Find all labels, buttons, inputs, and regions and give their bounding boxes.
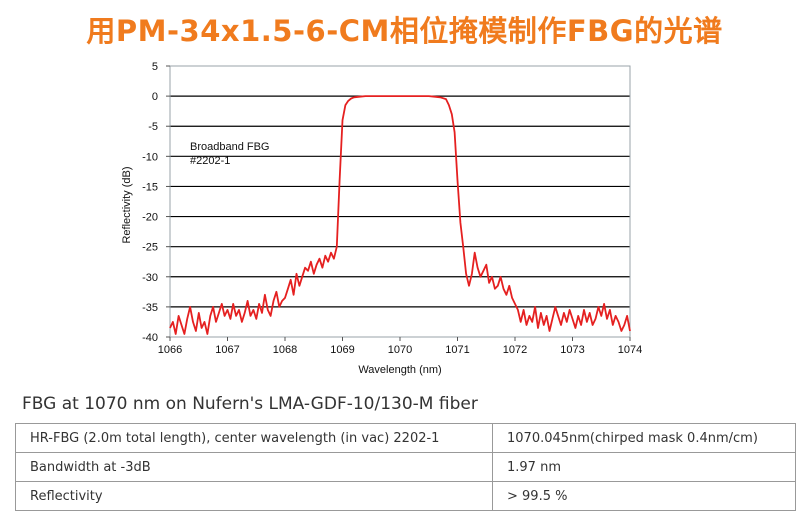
table-row: Bandwidth at -3dB 1.97 nm [15,452,796,482]
x-tick-label: 1074 [618,344,642,356]
y-tick-label: -30 [142,272,158,284]
series-layer [169,95,631,335]
annotation-line-2: #2202-1 [190,155,230,167]
table-cell: Reflectivity [15,481,493,511]
y-axis-label: Reflectivity (dB) [121,166,133,243]
x-tick-label: 1072 [503,344,527,356]
y-axis-ticks: 5 0 -5 -10 -15 -20 -25 -30 -35 -40 [142,61,170,344]
plot-frame [169,65,631,338]
y-tick-label: -15 [142,181,158,193]
y-tick-label: -10 [142,151,158,163]
spec-table: HR-FBG (2.0m total length), center wavel… [15,423,796,511]
y-tick-label: -5 [148,121,158,133]
y-tick-label: 5 [152,61,158,73]
x-axis-label: Wavelength (nm) [358,364,441,376]
page-title: 用PM-34x1.5-6-CM相位掩模制作FBG的光谱 [86,14,723,48]
table-cell: Bandwidth at -3dB [15,452,493,482]
x-axis-ticks: 1066 1067 1068 1069 1070 1071 1072 1073 1074 [158,337,642,356]
x-tick-label: 1073 [560,344,584,356]
chart-caption: FBG at 1070 nm on Nufern's LMA-GDF-10/13… [22,394,478,414]
x-tick-label: 1069 [330,344,354,356]
y-tick-label: -25 [142,242,158,254]
table-cell: 1.97 nm [492,452,796,482]
grid-lines [170,95,630,308]
x-tick-label: 1066 [158,344,182,356]
table-row: HR-FBG (2.0m total length), center wavel… [15,423,796,453]
y-tick-label: 0 [152,91,158,103]
table-cell: HR-FBG (2.0m total length), center wavel… [15,423,493,453]
table-cell: > 99.5 % [492,481,796,511]
x-tick-label: 1068 [273,344,297,356]
y-tick-label: -20 [142,212,158,224]
x-tick-label: 1071 [445,344,469,356]
annotation-line-1: Broadband FBG [190,141,270,153]
series-line [169,95,631,335]
reflectivity-chart: 50-5-10-15-20-25-30-35-40 1066 1067 1068 10… [121,61,642,376]
x-tick-label: 1067 [215,344,239,356]
x-tick-label: 1070 [388,344,412,356]
y-tick-label: -35 [142,302,158,314]
table-row: Reflectivity > 99.5 % [15,481,796,511]
y-tick-label: -40 [142,332,158,344]
table-cell: 1070.045nm(chirped mask 0.4nm/cm) [492,423,796,453]
